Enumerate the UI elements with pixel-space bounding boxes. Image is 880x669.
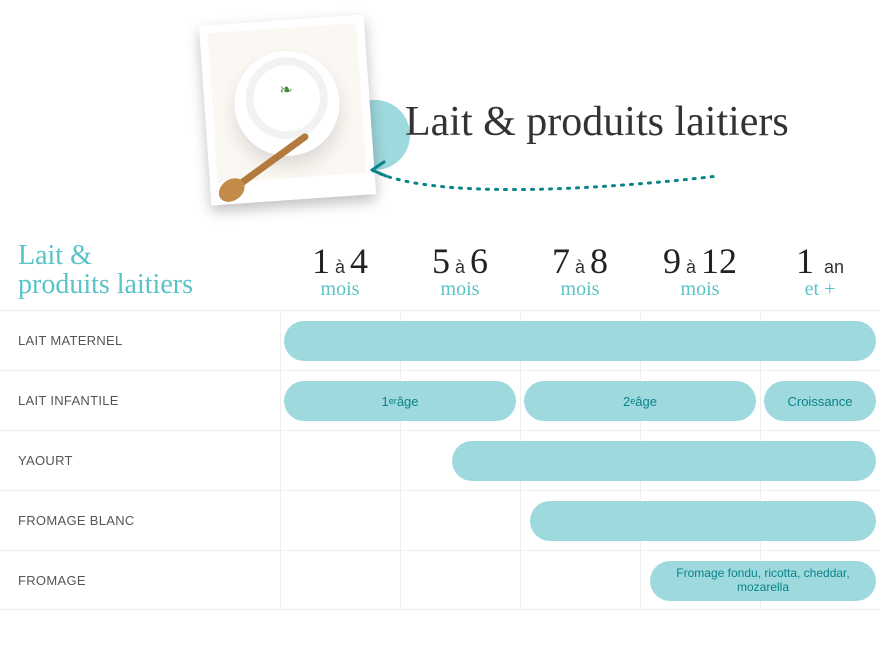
row-label: LAIT MATERNEL [0, 333, 280, 348]
age-column-1: 5à6mois [400, 240, 520, 301]
table-title: Lait &produits laitiers [0, 241, 280, 300]
timeline-table: Lait &produits laitiers 1à4mois5à6mois7à… [0, 230, 880, 610]
row-label: LAIT INFANTILE [0, 393, 280, 408]
timeline-bar: Fromage fondu, ricotta, cheddar, mozarel… [650, 561, 876, 601]
table-title-line1: Lait &produits laitiers [18, 240, 193, 300]
table-row: FROMAGE Fromage fondu, ricotta, cheddar, … [0, 550, 880, 610]
age-column-3: 9à12mois [640, 240, 760, 301]
polaroid-photo: ❧ [199, 14, 376, 205]
bowl-image: ❧ [207, 23, 366, 183]
timeline-bar [284, 321, 876, 361]
page-title: Lait & produits laitiers [405, 98, 789, 146]
row-label: YAOURT [0, 453, 280, 468]
timeline-bar: Croissance [764, 381, 876, 421]
age-column-2: 7à8mois [520, 240, 640, 301]
row-label: FROMAGE [0, 573, 280, 588]
age-column-4: 1 anet + [760, 240, 880, 301]
timeline-bar [530, 501, 876, 541]
timeline-bar: 2e âge [524, 381, 756, 421]
table-row: LAIT MATERNEL [0, 310, 880, 370]
table-row: LAIT INFANTILE 1er âge2e âgeCroissance [0, 370, 880, 430]
column-headers: Lait &produits laitiers 1à4mois5à6mois7à… [0, 230, 880, 310]
bowl-icon: ❧ [231, 47, 343, 159]
age-column-0: 1à4mois [280, 240, 400, 301]
table-row: YAOURT [0, 430, 880, 490]
timeline-bar: 1er âge [284, 381, 516, 421]
header: ❧ Lait & produits laitiers [0, 0, 880, 230]
dotted-arrow-icon [368, 150, 728, 190]
table-body: LAIT MATERNEL LAIT INFANTILE 1er âge2e âge… [0, 310, 880, 610]
table-row: FROMAGE BLANC [0, 490, 880, 550]
row-label: FROMAGE BLANC [0, 513, 280, 528]
leaf-icon: ❧ [279, 79, 294, 100]
timeline-bar [452, 441, 876, 481]
